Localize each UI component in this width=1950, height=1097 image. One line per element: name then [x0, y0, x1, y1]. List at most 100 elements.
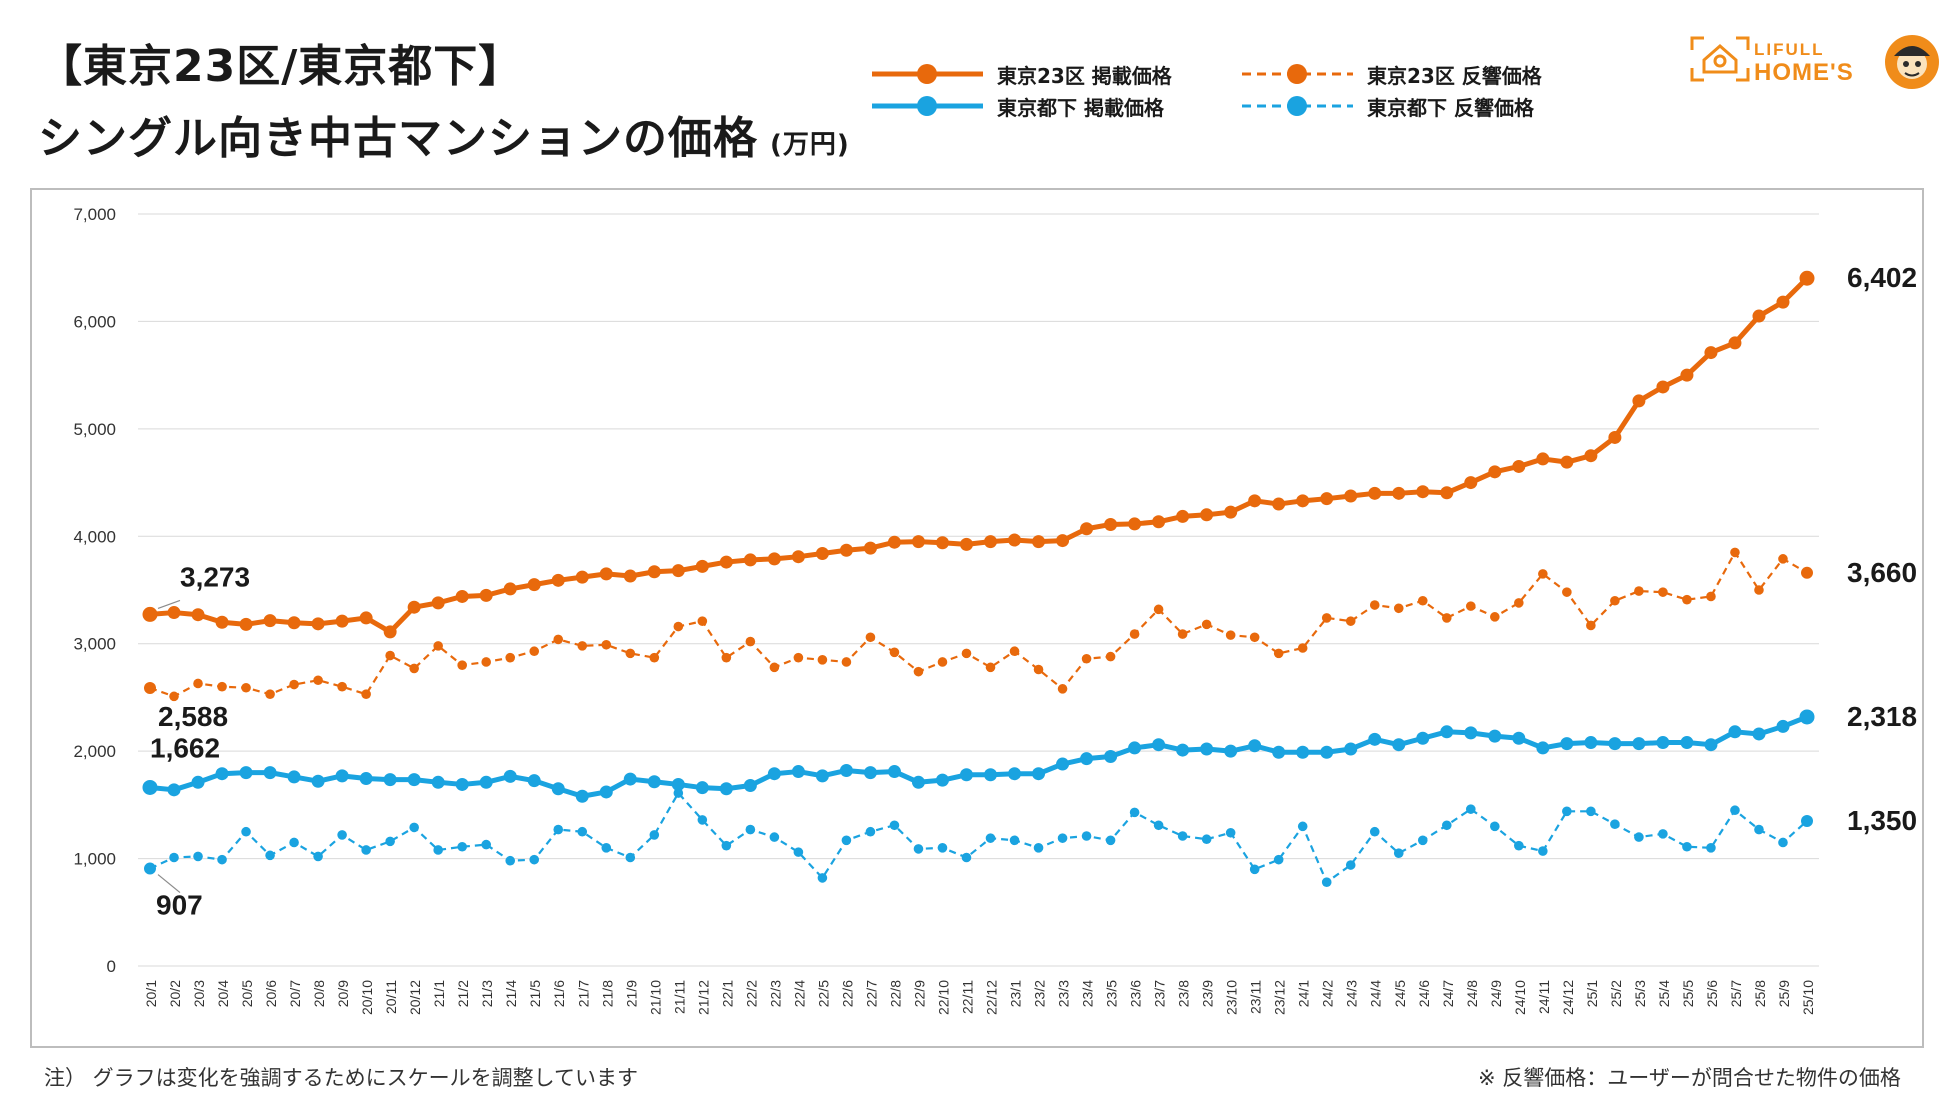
x-tick-label: 20/4 — [215, 980, 231, 1007]
data-point — [1706, 591, 1716, 602]
data-point — [815, 769, 829, 783]
data-point — [743, 553, 757, 567]
legend-dashed-blue-icon — [1242, 96, 1353, 116]
data-point — [1730, 547, 1740, 558]
x-tick-label: 22/8 — [887, 980, 903, 1007]
data-point — [1177, 629, 1188, 639]
data-point — [335, 614, 349, 628]
data-point — [791, 765, 805, 779]
data-point — [529, 854, 540, 865]
data-point — [457, 841, 467, 852]
data-point — [1801, 814, 1813, 827]
data-point — [1488, 465, 1502, 479]
data-point — [1224, 744, 1238, 758]
data-point — [1776, 295, 1790, 309]
data-point — [1344, 742, 1358, 756]
data-point — [1393, 603, 1404, 614]
data-point — [719, 782, 733, 796]
data-point — [721, 840, 732, 851]
x-tick-label: 24/11 — [1536, 980, 1552, 1014]
data-point — [1129, 807, 1140, 818]
data-point — [383, 773, 397, 787]
x-tick-label: 22/6 — [839, 980, 855, 1007]
data-point — [1562, 806, 1572, 817]
x-tick-label: 20/2 — [167, 980, 183, 1007]
legend-item-23ku-listing: 東京23区 掲載価格 — [870, 58, 1172, 90]
data-point — [671, 564, 685, 578]
legend-item-tokyo-suburb-listing: 東京都下 掲載価格 — [870, 90, 1172, 122]
x-tick-label: 25/8 — [1752, 980, 1768, 1007]
data-point — [1799, 270, 1815, 286]
data-point — [815, 546, 829, 560]
data-point — [937, 843, 948, 853]
data-point — [719, 555, 733, 569]
start-value-label: 1,662 — [150, 732, 220, 763]
data-point — [1704, 346, 1718, 360]
x-tick-label: 22/3 — [767, 980, 783, 1007]
data-point — [1129, 629, 1140, 639]
data-point — [577, 641, 588, 651]
data-point — [1584, 449, 1598, 463]
data-point — [1248, 739, 1262, 753]
chart-title-line1: 【東京23区/東京都下】 — [38, 41, 524, 92]
data-point — [1249, 864, 1260, 875]
data-point — [1512, 459, 1526, 473]
data-point — [142, 606, 158, 622]
data-point — [721, 652, 732, 663]
chart-frame: 0 1,000 2,000 3,000 4,000 5,000 6,000 7,000 20/1… — [30, 188, 1924, 1048]
data-point — [959, 768, 973, 782]
data-point — [144, 681, 156, 694]
end-value-label: 2,318 — [1847, 701, 1917, 732]
data-point — [599, 785, 613, 799]
data-point — [193, 851, 203, 862]
x-tick-label: 23/4 — [1080, 980, 1096, 1007]
x-tick-label: 24/12 — [1560, 980, 1576, 1015]
y-tick-label: 7,000 — [73, 205, 116, 224]
data-point — [1128, 741, 1142, 755]
data-point — [601, 843, 612, 853]
x-tick-label: 21/4 — [503, 980, 519, 1007]
data-point — [1056, 534, 1070, 548]
data-point — [1682, 594, 1692, 605]
data-point — [361, 689, 371, 700]
data-point — [1225, 630, 1236, 640]
legend-left: 東京23区 掲載価格 東京都下 掲載価格 — [870, 58, 1172, 122]
x-tick-label: 25/6 — [1704, 980, 1720, 1007]
data-point — [1752, 309, 1766, 323]
data-point — [935, 536, 949, 550]
data-point — [385, 650, 395, 661]
legend-item-tokyo-suburb-inquiry: 東京都下 反響価格 — [1240, 90, 1542, 122]
data-point — [1465, 804, 1476, 814]
data-point — [961, 648, 972, 659]
x-tick-label: 20/1 — [143, 980, 159, 1007]
x-tick-label: 22/9 — [911, 980, 927, 1007]
data-point — [505, 855, 516, 866]
data-point — [527, 578, 541, 592]
data-point — [167, 783, 181, 797]
data-point — [673, 788, 684, 798]
data-point — [1272, 745, 1286, 759]
data-point — [649, 830, 660, 840]
data-point — [793, 847, 804, 857]
data-point — [839, 763, 853, 777]
x-tick-label: 20/6 — [263, 980, 279, 1007]
data-point — [1632, 737, 1646, 751]
unit-label: (万円) — [770, 130, 850, 160]
x-tick-label: 23/7 — [1152, 980, 1168, 1007]
data-point — [1584, 736, 1598, 750]
data-point — [455, 777, 469, 791]
leader-line — [157, 874, 181, 894]
data-point — [623, 772, 637, 786]
data-point — [1441, 613, 1452, 623]
x-tick-label: 23/10 — [1224, 980, 1240, 1015]
x-tick-label: 24/3 — [1344, 980, 1360, 1007]
data-point — [1032, 535, 1046, 549]
x-tick-label: 23/11 — [1248, 980, 1264, 1014]
x-tick-label: 22/4 — [791, 980, 807, 1007]
data-point — [1465, 601, 1476, 611]
data-point — [169, 852, 179, 863]
data-point — [335, 769, 349, 783]
y-tick-label: 0 — [107, 957, 116, 976]
data-point — [1586, 806, 1596, 817]
data-point — [1560, 455, 1574, 469]
